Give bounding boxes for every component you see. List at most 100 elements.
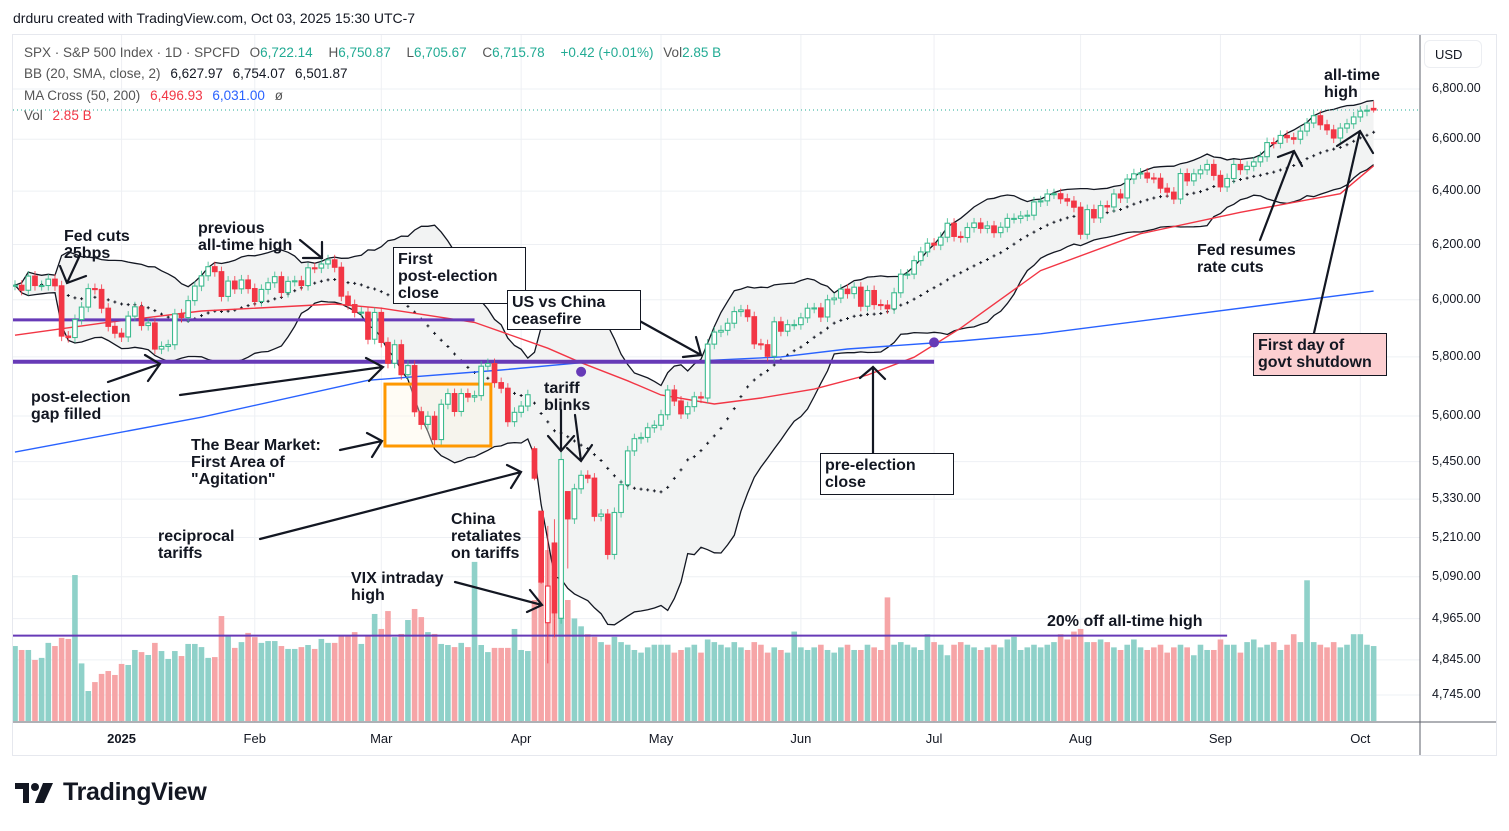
- volume-bar: [591, 636, 598, 721]
- candle-body: [145, 322, 152, 327]
- volume-bar: [1117, 649, 1124, 721]
- price-tick-label: 6,600.00: [1432, 131, 1481, 146]
- volume-bar: [1077, 628, 1084, 721]
- volume-bar: [305, 644, 311, 721]
- volume-bar: [1004, 639, 1011, 721]
- legend-bb-row[interactable]: BB (20, SMA, close, 2) 6,627.97 6,754.07…: [24, 66, 354, 81]
- volume-bar: [1250, 639, 1257, 721]
- volume-bar: [178, 656, 185, 721]
- candle-body: [78, 306, 85, 321]
- symbol-name[interactable]: SPX · S&P 500 Index · 1D · SPCFD: [24, 45, 240, 60]
- bollinger-basis-point: [979, 261, 983, 265]
- volume-bar: [92, 682, 98, 721]
- bollinger-basis-point: [1372, 130, 1376, 134]
- candle-body: [258, 288, 265, 303]
- bollinger-basis-point: [1265, 172, 1269, 176]
- volume-bar: [564, 600, 571, 721]
- volume-bar: [325, 642, 331, 721]
- bollinger-basis-point: [852, 314, 856, 318]
- candle-body: [1044, 193, 1051, 202]
- candle-body: [1144, 172, 1151, 179]
- candle-body: [498, 382, 505, 389]
- bollinger-basis-point: [826, 326, 830, 330]
- volume-bar: [924, 634, 931, 721]
- bollinger-basis-point: [319, 279, 323, 283]
- arrow-fed-resumes: [1258, 149, 1304, 242]
- candle-body: [578, 474, 584, 490]
- tradingview-logo[interactable]: TradingView: [15, 778, 207, 807]
- candle-body: [997, 226, 1004, 234]
- volume-bar: [1191, 655, 1197, 721]
- bollinger-basis-point: [1352, 139, 1356, 143]
- candle-body: [52, 278, 58, 287]
- candle-body: [98, 288, 105, 309]
- candle-body: [185, 300, 192, 319]
- volume-bar: [664, 644, 671, 721]
- high-label: H: [328, 45, 339, 60]
- candle-body: [1071, 200, 1077, 208]
- volume-bar: [358, 643, 365, 721]
- candle-body: [718, 329, 724, 333]
- volume-bar: [98, 673, 105, 721]
- volume-bar: [584, 634, 591, 721]
- volume-bar: [198, 647, 205, 721]
- volume-bar: [1111, 647, 1117, 721]
- bollinger-basis-point: [313, 281, 317, 285]
- volume-bar: [658, 644, 664, 721]
- candle-body: [371, 311, 378, 340]
- bollinger-basis-point: [433, 331, 437, 335]
- annotation-fed-resumes: Fed resumes rate cuts: [1197, 242, 1296, 276]
- candle-body: [751, 316, 758, 345]
- legend-volume-row[interactable]: Vol 2.85 B: [24, 108, 98, 123]
- volume-bar: [538, 581, 544, 721]
- volume-bar: [112, 674, 118, 721]
- volume-bar: [425, 632, 431, 721]
- volume-bar: [638, 652, 644, 721]
- bollinger-basis-point: [120, 302, 124, 306]
- bollinger-basis-point: [1198, 190, 1202, 194]
- bollinger-basis-point: [1152, 196, 1156, 200]
- candle-body: [1204, 163, 1210, 171]
- arrow-bear-market: [338, 431, 384, 459]
- volume-bar: [864, 644, 871, 721]
- volume-bar: [132, 649, 138, 721]
- candle-body: [704, 343, 711, 399]
- volume-bar: [838, 647, 844, 721]
- volume-bar: [511, 628, 518, 721]
- volume-bar: [1224, 644, 1230, 721]
- candle-body: [13, 284, 18, 287]
- ma-cross-markers: [576, 337, 940, 377]
- bollinger-basis-point: [519, 394, 523, 397]
- volume-bar: [778, 649, 784, 721]
- volume-bar: [997, 647, 1004, 721]
- volume-bar: [871, 647, 877, 721]
- bollinger-basis-point: [532, 401, 536, 405]
- candle-body: [531, 448, 538, 479]
- currency-button[interactable]: USD: [1424, 40, 1482, 68]
- legend-ma-row[interactable]: MA Cross (50, 200) 6,496.93 6,031.00 ø: [24, 88, 289, 103]
- candle-body: [1224, 177, 1230, 188]
- annotation-vix-high: VIX intraday high: [351, 570, 444, 604]
- candle-body: [491, 363, 498, 384]
- bollinger-basis-point: [566, 435, 570, 439]
- volume-bar: [525, 651, 531, 721]
- volume-bar: [1204, 649, 1210, 721]
- bollinger-basis-point: [1132, 202, 1136, 206]
- candle-body: [957, 235, 964, 239]
- candle-body: [691, 396, 698, 408]
- volume-bar: [118, 663, 125, 721]
- volume-bar: [678, 649, 684, 721]
- ma50-line: [14, 165, 1375, 405]
- candle-body: [818, 307, 824, 318]
- volume-bar: [165, 658, 171, 721]
- volume-bar: [1144, 649, 1150, 721]
- candle-body: [471, 395, 478, 398]
- ma50-value: 6,496.93: [150, 88, 203, 103]
- bollinger-basis-point: [1032, 230, 1036, 234]
- volume-bar: [1330, 642, 1337, 721]
- price-tick-label: 5,600.00: [1432, 407, 1481, 422]
- volume-bar: [611, 636, 618, 721]
- volume-bar: [212, 657, 218, 721]
- candle-body: [318, 263, 325, 269]
